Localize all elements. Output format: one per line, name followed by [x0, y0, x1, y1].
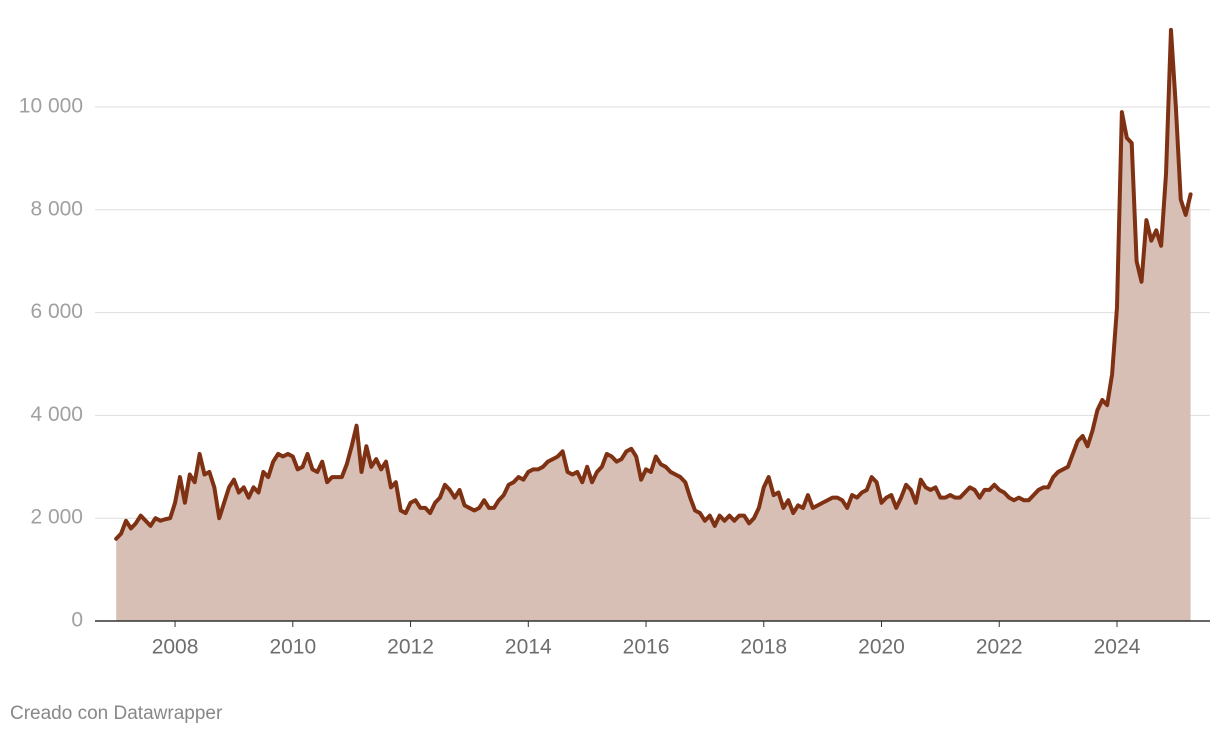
y-tick-label: 4 000	[30, 403, 83, 426]
x-tick-label: 2016	[623, 636, 670, 659]
y-tick-label: 6 000	[30, 300, 83, 323]
x-tick-label: 2020	[858, 636, 905, 659]
x-tick-label: 2022	[976, 636, 1023, 659]
x-tick-label: 2010	[269, 636, 316, 659]
credit: Creado con Datawrapper	[10, 703, 223, 724]
y-tick-label: 10 000	[19, 95, 83, 118]
x-tick-label: 2012	[387, 636, 434, 659]
area	[116, 29, 1191, 621]
x-tick-label: 2024	[1094, 636, 1141, 659]
line	[114, 27, 1193, 541]
x-tick-label: 2018	[740, 636, 787, 659]
x-tick-label: 2008	[152, 636, 199, 659]
y-tick-label: 8 000	[30, 197, 83, 220]
y-tick-label: 0	[71, 609, 83, 632]
x-tick-label: 2014	[505, 636, 552, 659]
y-tick-label: 2 000	[30, 506, 83, 529]
